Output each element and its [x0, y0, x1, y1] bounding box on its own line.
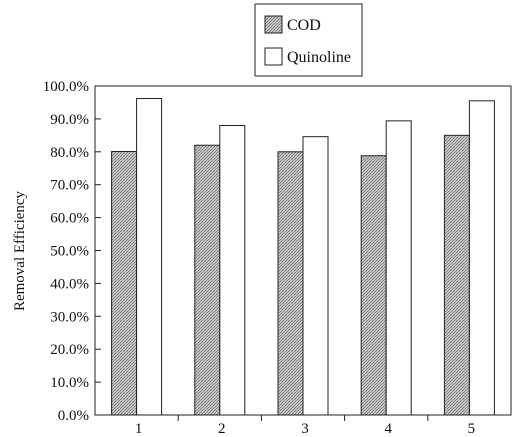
bar-cod-2	[194, 144, 221, 416]
y-axis-ticks: 0.0% 10.0% 20.0% 30.0% 40.0% 50.0% 60.0% 70.0% 8…	[43, 79, 101, 424]
y-axis-title: Removal Efficiency	[12, 190, 28, 311]
y-tick-label: 60.0%	[50, 211, 89, 227]
bar-quinoline-3	[302, 136, 329, 416]
bar-cod-1	[111, 150, 138, 416]
bar-quinoline-2	[219, 124, 246, 416]
legend-label-quinoline: Quinoline	[287, 49, 351, 66]
bar-quinoline-4	[385, 120, 412, 416]
legend: COD Quinoline	[254, 3, 363, 77]
x-tick-label: 3	[301, 421, 309, 437]
y-tick-label: 20.0%	[50, 342, 89, 358]
y-tick-label: 0.0%	[58, 408, 89, 424]
legend-label-cod: COD	[287, 17, 321, 34]
x-tick-label: 2	[218, 421, 226, 437]
bar-cod-5	[443, 134, 470, 416]
y-tick-label: 100.0%	[43, 79, 89, 95]
bar-quinoline-1	[136, 98, 163, 416]
y-tick-label: 40.0%	[50, 276, 89, 292]
x-tick-label: 4	[384, 421, 392, 437]
legend-swatch-cod	[264, 15, 283, 34]
y-tick-label: 10.0%	[50, 375, 89, 391]
y-tick-label: 80.0%	[50, 145, 89, 161]
x-axis-ticks: 1 2 3 4 5	[135, 415, 475, 437]
bar-series	[111, 98, 495, 416]
y-tick-label: 30.0%	[50, 309, 89, 325]
legend-swatch-quinoline	[264, 47, 283, 66]
bar-quinoline-5	[468, 100, 495, 416]
x-tick-label: 1	[135, 421, 143, 437]
y-tick-label: 90.0%	[50, 112, 89, 128]
y-tick-label: 50.0%	[50, 244, 89, 260]
bar-cod-3	[277, 151, 304, 416]
bar-cod-4	[360, 155, 387, 416]
x-tick-label: 5	[468, 421, 476, 437]
y-tick-label: 70.0%	[50, 178, 89, 194]
